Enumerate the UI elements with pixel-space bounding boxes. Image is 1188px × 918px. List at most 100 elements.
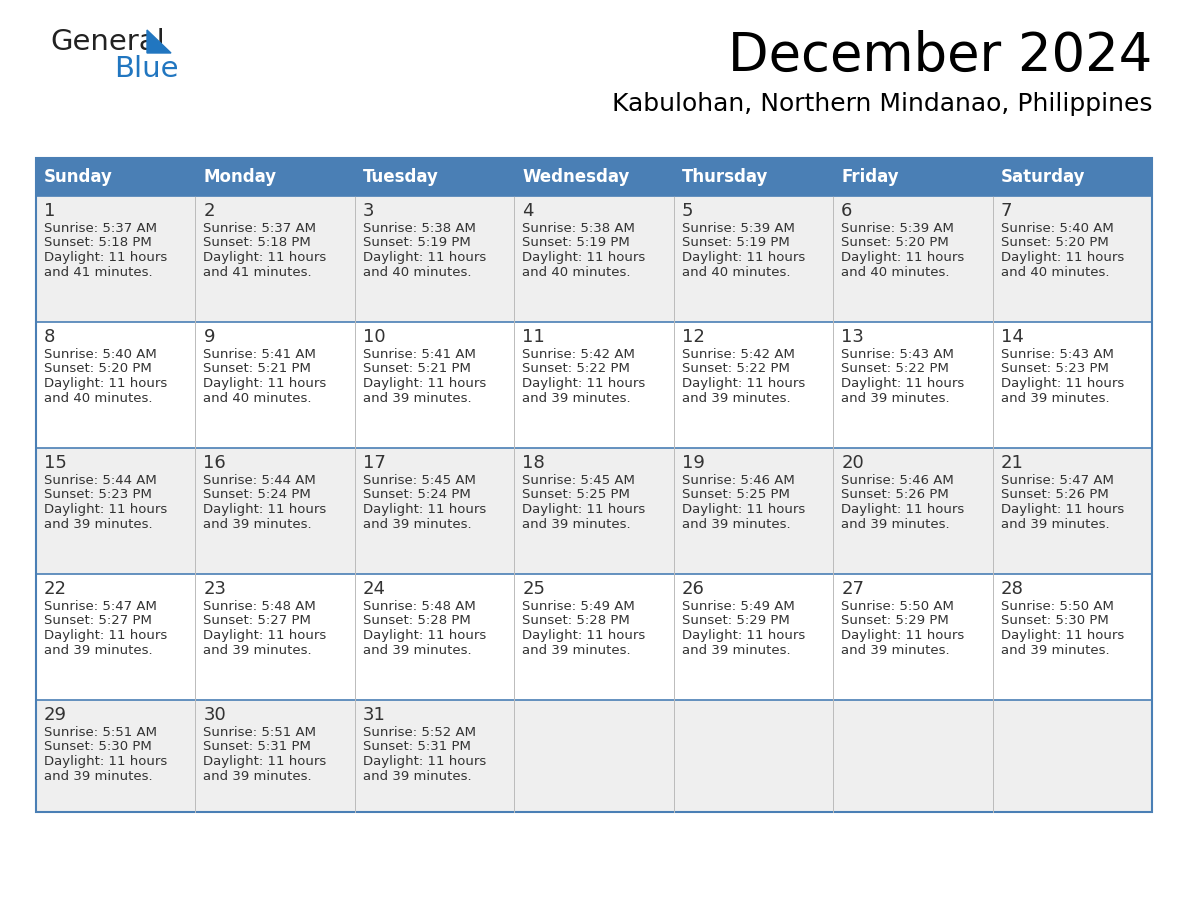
Text: 3: 3 bbox=[362, 202, 374, 220]
Text: 28: 28 bbox=[1000, 580, 1023, 598]
Text: and 39 minutes.: and 39 minutes. bbox=[682, 644, 790, 656]
Text: Sunset: 5:28 PM: Sunset: 5:28 PM bbox=[523, 614, 630, 628]
Text: Daylight: 11 hours: Daylight: 11 hours bbox=[203, 629, 327, 642]
Text: Daylight: 11 hours: Daylight: 11 hours bbox=[682, 629, 805, 642]
Text: 29: 29 bbox=[44, 706, 67, 724]
Text: and 40 minutes.: and 40 minutes. bbox=[203, 391, 312, 405]
Text: 26: 26 bbox=[682, 580, 704, 598]
Text: 20: 20 bbox=[841, 454, 864, 472]
Text: Friday: Friday bbox=[841, 168, 899, 186]
Text: Daylight: 11 hours: Daylight: 11 hours bbox=[841, 629, 965, 642]
Text: and 39 minutes.: and 39 minutes. bbox=[841, 518, 949, 531]
Text: Sunset: 5:24 PM: Sunset: 5:24 PM bbox=[203, 488, 311, 501]
Text: 16: 16 bbox=[203, 454, 226, 472]
Text: Sunrise: 5:48 AM: Sunrise: 5:48 AM bbox=[203, 600, 316, 613]
Text: Sunset: 5:21 PM: Sunset: 5:21 PM bbox=[203, 363, 311, 375]
Text: Daylight: 11 hours: Daylight: 11 hours bbox=[682, 503, 805, 516]
Text: Sunset: 5:31 PM: Sunset: 5:31 PM bbox=[362, 741, 470, 754]
Bar bbox=[992, 158, 1152, 196]
Text: Sunset: 5:19 PM: Sunset: 5:19 PM bbox=[362, 237, 470, 250]
Text: Sunset: 5:19 PM: Sunset: 5:19 PM bbox=[523, 237, 630, 250]
Text: Sunset: 5:30 PM: Sunset: 5:30 PM bbox=[44, 741, 152, 754]
Text: Daylight: 11 hours: Daylight: 11 hours bbox=[682, 377, 805, 390]
Text: and 39 minutes.: and 39 minutes. bbox=[1000, 391, 1110, 405]
Text: Sunrise: 5:46 AM: Sunrise: 5:46 AM bbox=[682, 474, 795, 487]
Text: 23: 23 bbox=[203, 580, 227, 598]
Text: Sunrise: 5:43 AM: Sunrise: 5:43 AM bbox=[841, 348, 954, 361]
Text: Sunset: 5:24 PM: Sunset: 5:24 PM bbox=[362, 488, 470, 501]
Text: and 39 minutes.: and 39 minutes. bbox=[1000, 644, 1110, 656]
Text: Kabulohan, Northern Mindanao, Philippines: Kabulohan, Northern Mindanao, Philippine… bbox=[612, 92, 1152, 116]
Text: Sunrise: 5:51 AM: Sunrise: 5:51 AM bbox=[203, 726, 316, 739]
Text: Sunrise: 5:41 AM: Sunrise: 5:41 AM bbox=[362, 348, 475, 361]
Text: Sunset: 5:18 PM: Sunset: 5:18 PM bbox=[203, 237, 311, 250]
Text: and 39 minutes.: and 39 minutes. bbox=[44, 644, 152, 656]
Text: 13: 13 bbox=[841, 328, 864, 346]
Polygon shape bbox=[147, 30, 171, 53]
Text: Sunset: 5:23 PM: Sunset: 5:23 PM bbox=[44, 488, 152, 501]
Text: 7: 7 bbox=[1000, 202, 1012, 220]
Text: Sunrise: 5:52 AM: Sunrise: 5:52 AM bbox=[362, 726, 476, 739]
Bar bbox=[674, 158, 833, 196]
Text: Daylight: 11 hours: Daylight: 11 hours bbox=[523, 629, 645, 642]
Text: 31: 31 bbox=[362, 706, 386, 724]
Text: and 39 minutes.: and 39 minutes. bbox=[44, 518, 152, 531]
Bar bbox=[36, 574, 1152, 700]
Text: Sunrise: 5:37 AM: Sunrise: 5:37 AM bbox=[203, 222, 316, 235]
Text: and 40 minutes.: and 40 minutes. bbox=[841, 265, 949, 278]
Bar bbox=[36, 322, 1152, 448]
Text: Sunrise: 5:51 AM: Sunrise: 5:51 AM bbox=[44, 726, 157, 739]
Text: Sunrise: 5:50 AM: Sunrise: 5:50 AM bbox=[1000, 600, 1113, 613]
Text: Daylight: 11 hours: Daylight: 11 hours bbox=[203, 503, 327, 516]
Text: Sunrise: 5:47 AM: Sunrise: 5:47 AM bbox=[44, 600, 157, 613]
Bar bbox=[36, 196, 1152, 322]
Text: Sunset: 5:31 PM: Sunset: 5:31 PM bbox=[203, 741, 311, 754]
Text: Sunrise: 5:39 AM: Sunrise: 5:39 AM bbox=[841, 222, 954, 235]
Text: and 39 minutes.: and 39 minutes. bbox=[362, 644, 472, 656]
Text: Daylight: 11 hours: Daylight: 11 hours bbox=[1000, 629, 1124, 642]
Text: Daylight: 11 hours: Daylight: 11 hours bbox=[203, 251, 327, 264]
Text: 25: 25 bbox=[523, 580, 545, 598]
Text: General: General bbox=[50, 28, 165, 56]
Text: Daylight: 11 hours: Daylight: 11 hours bbox=[362, 377, 486, 390]
Text: Sunset: 5:18 PM: Sunset: 5:18 PM bbox=[44, 237, 152, 250]
Bar bbox=[36, 448, 1152, 574]
Text: Daylight: 11 hours: Daylight: 11 hours bbox=[841, 503, 965, 516]
Text: Sunrise: 5:44 AM: Sunrise: 5:44 AM bbox=[203, 474, 316, 487]
Text: Sunrise: 5:49 AM: Sunrise: 5:49 AM bbox=[523, 600, 636, 613]
Text: Sunday: Sunday bbox=[44, 168, 113, 186]
Text: Daylight: 11 hours: Daylight: 11 hours bbox=[44, 629, 168, 642]
Text: 14: 14 bbox=[1000, 328, 1023, 346]
Text: Sunrise: 5:42 AM: Sunrise: 5:42 AM bbox=[523, 348, 636, 361]
Text: 24: 24 bbox=[362, 580, 386, 598]
Text: Daylight: 11 hours: Daylight: 11 hours bbox=[523, 251, 645, 264]
Text: Daylight: 11 hours: Daylight: 11 hours bbox=[1000, 377, 1124, 390]
Text: and 40 minutes.: and 40 minutes. bbox=[523, 265, 631, 278]
Text: Sunset: 5:26 PM: Sunset: 5:26 PM bbox=[1000, 488, 1108, 501]
Text: and 39 minutes.: and 39 minutes. bbox=[203, 769, 312, 782]
Text: Sunset: 5:25 PM: Sunset: 5:25 PM bbox=[523, 488, 630, 501]
Text: and 39 minutes.: and 39 minutes. bbox=[523, 391, 631, 405]
Text: Sunrise: 5:50 AM: Sunrise: 5:50 AM bbox=[841, 600, 954, 613]
Text: Daylight: 11 hours: Daylight: 11 hours bbox=[203, 377, 327, 390]
Text: Tuesday: Tuesday bbox=[362, 168, 438, 186]
Text: Sunset: 5:29 PM: Sunset: 5:29 PM bbox=[682, 614, 790, 628]
Text: Sunrise: 5:45 AM: Sunrise: 5:45 AM bbox=[362, 474, 475, 487]
Text: and 39 minutes.: and 39 minutes. bbox=[841, 644, 949, 656]
Text: 21: 21 bbox=[1000, 454, 1023, 472]
Text: Sunset: 5:22 PM: Sunset: 5:22 PM bbox=[682, 363, 790, 375]
Text: Daylight: 11 hours: Daylight: 11 hours bbox=[44, 377, 168, 390]
Text: and 39 minutes.: and 39 minutes. bbox=[203, 518, 312, 531]
Text: 9: 9 bbox=[203, 328, 215, 346]
Text: Sunset: 5:25 PM: Sunset: 5:25 PM bbox=[682, 488, 790, 501]
Text: 15: 15 bbox=[44, 454, 67, 472]
Text: Sunset: 5:20 PM: Sunset: 5:20 PM bbox=[1000, 237, 1108, 250]
Text: 19: 19 bbox=[682, 454, 704, 472]
Text: and 40 minutes.: and 40 minutes. bbox=[44, 391, 152, 405]
Bar bbox=[196, 158, 355, 196]
Text: and 39 minutes.: and 39 minutes. bbox=[203, 644, 312, 656]
Text: and 39 minutes.: and 39 minutes. bbox=[523, 518, 631, 531]
Text: Sunrise: 5:47 AM: Sunrise: 5:47 AM bbox=[1000, 474, 1113, 487]
Text: Sunset: 5:28 PM: Sunset: 5:28 PM bbox=[362, 614, 470, 628]
Text: Daylight: 11 hours: Daylight: 11 hours bbox=[682, 251, 805, 264]
